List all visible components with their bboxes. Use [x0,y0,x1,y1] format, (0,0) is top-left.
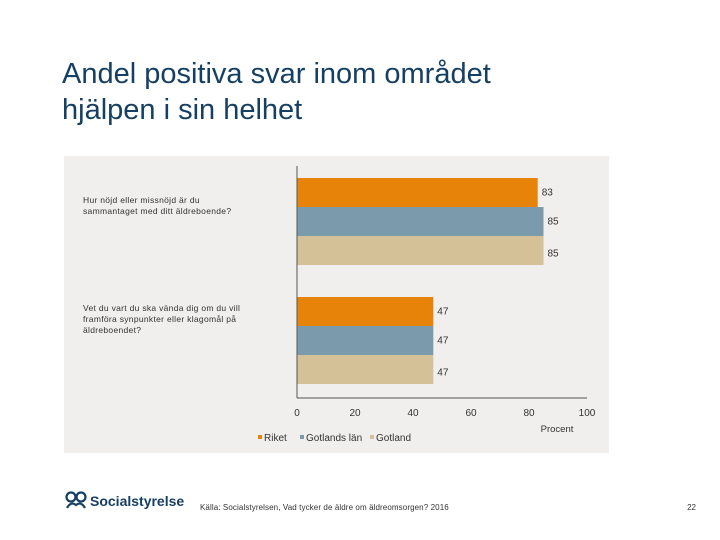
bar [297,236,544,265]
x-tick-label: 40 [407,408,419,419]
bar [297,207,544,236]
legend-swatch [258,435,262,439]
bar [297,355,434,384]
legend-swatch [300,435,304,439]
page-number: 22 [687,503,696,512]
page-title: Andel positiva svar inom området hjälpen… [62,56,662,128]
logo-emblem-icon [65,491,87,509]
legend-label: Riket [264,433,287,444]
x-tick-label: 100 [579,408,596,419]
legend-label: Gotland [376,433,411,444]
data-label: 83 [542,188,554,199]
category-label: Vet du vart du ska vända dig om du vill [83,303,240,313]
category-label: Hur nöjd eller missnöjd är du [83,195,200,205]
socialstyrelsen-logo: Socialstyrelsen [65,491,184,509]
title-line-1: Andel positiva svar inom området [62,58,491,90]
x-axis-label: Procent [541,424,574,435]
bar [297,297,434,326]
legend-label: Gotlands län [306,433,362,444]
data-label: 47 [437,307,449,318]
data-label: 85 [548,217,560,228]
category-label: äldreboendet? [83,325,141,335]
logo-text: Socialstyrelsen [90,493,184,509]
title-line-2: hjälpen i sin helhet [62,94,303,126]
data-label: 47 [437,336,449,347]
x-tick-label: 20 [349,408,361,419]
bar-chart: Hur nöjd eller missnöjd är dusammantaget… [83,166,596,444]
x-tick-label: 60 [465,408,477,419]
x-tick-label: 0 [294,408,300,419]
legend-swatch [370,435,374,439]
x-tick-label: 80 [523,408,535,419]
source-note: Källa: Socialstyrelsen, Vad tycker de äl… [200,503,449,512]
chart-panel: Hur nöjd eller missnöjd är du sammantaget… [64,156,609,453]
category-label: sammantaget med ditt äldreboende? [83,206,231,216]
bar [297,178,538,207]
category-label: framföra synpunkter eller klagomål på [83,314,236,324]
bar [297,326,434,355]
data-label: 47 [437,368,449,379]
data-label: 85 [548,249,560,260]
